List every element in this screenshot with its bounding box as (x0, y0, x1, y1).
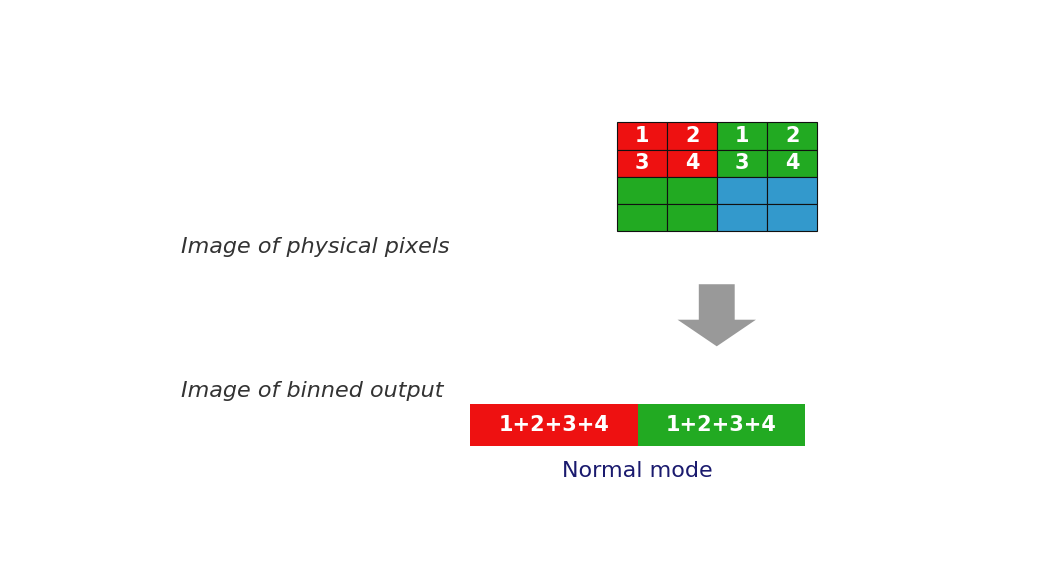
Text: Normal mode: Normal mode (562, 460, 713, 480)
Text: 1+2+3+4: 1+2+3+4 (665, 415, 777, 435)
Text: Image of physical pixels: Image of physical pixels (181, 237, 450, 256)
Bar (768, 204, 817, 231)
Bar (717, 122, 768, 150)
Bar (638, 404, 804, 446)
Bar (717, 204, 768, 231)
Bar (617, 204, 668, 231)
Text: 4: 4 (684, 153, 699, 173)
Text: 2: 2 (684, 126, 699, 146)
Bar (471, 404, 638, 446)
Bar (617, 122, 668, 150)
Text: 1: 1 (735, 126, 750, 146)
Bar (617, 177, 668, 204)
Bar (717, 177, 768, 204)
Polygon shape (677, 284, 756, 346)
Bar (668, 177, 717, 204)
Bar (768, 150, 817, 177)
Bar (668, 204, 717, 231)
Bar (768, 177, 817, 204)
Text: 3: 3 (635, 153, 650, 173)
Text: 3: 3 (735, 153, 750, 173)
Bar (617, 150, 668, 177)
Bar (717, 150, 768, 177)
Text: 1: 1 (635, 126, 650, 146)
Text: Image of binned output: Image of binned output (181, 381, 443, 401)
Text: 4: 4 (784, 153, 799, 173)
Bar (768, 122, 817, 150)
Bar (668, 150, 717, 177)
Bar (668, 122, 717, 150)
Text: 1+2+3+4: 1+2+3+4 (498, 415, 610, 435)
Text: 2: 2 (784, 126, 799, 146)
